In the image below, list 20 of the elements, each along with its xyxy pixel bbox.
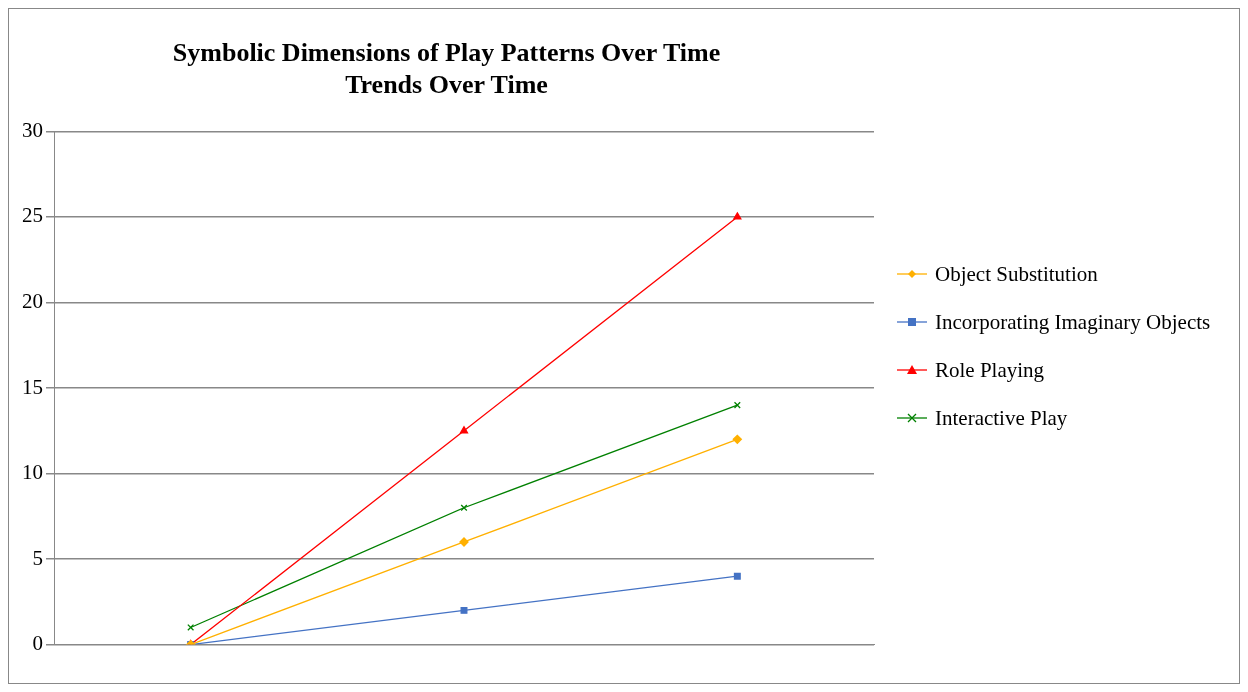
point [732,434,742,444]
y-tick-label: 20 [22,288,43,313]
point [459,426,469,434]
y-tick-label: 5 [32,545,43,570]
legend-label: Incorporating Imaginary Objects [935,309,1211,335]
y-tick-label: 15 [22,374,43,399]
y-tick-label: 25 [22,203,43,228]
point [733,212,742,220]
point [733,401,741,409]
legend-label: Role Playing [935,357,1045,383]
legend-label: Object Substitution [935,261,1098,287]
point [733,572,741,580]
y-tick-label: 10 [22,460,43,485]
chart-subtitle: Trends Over Time [345,69,548,99]
point [187,624,195,631]
legend-label: Interactive Play [935,405,1068,431]
y-tick-label: 30 [22,117,43,142]
y-tick-label: 0 [32,631,43,656]
chart-title: Symbolic Dimensions of Play Patterns Over Time [172,38,721,68]
point [460,504,468,512]
